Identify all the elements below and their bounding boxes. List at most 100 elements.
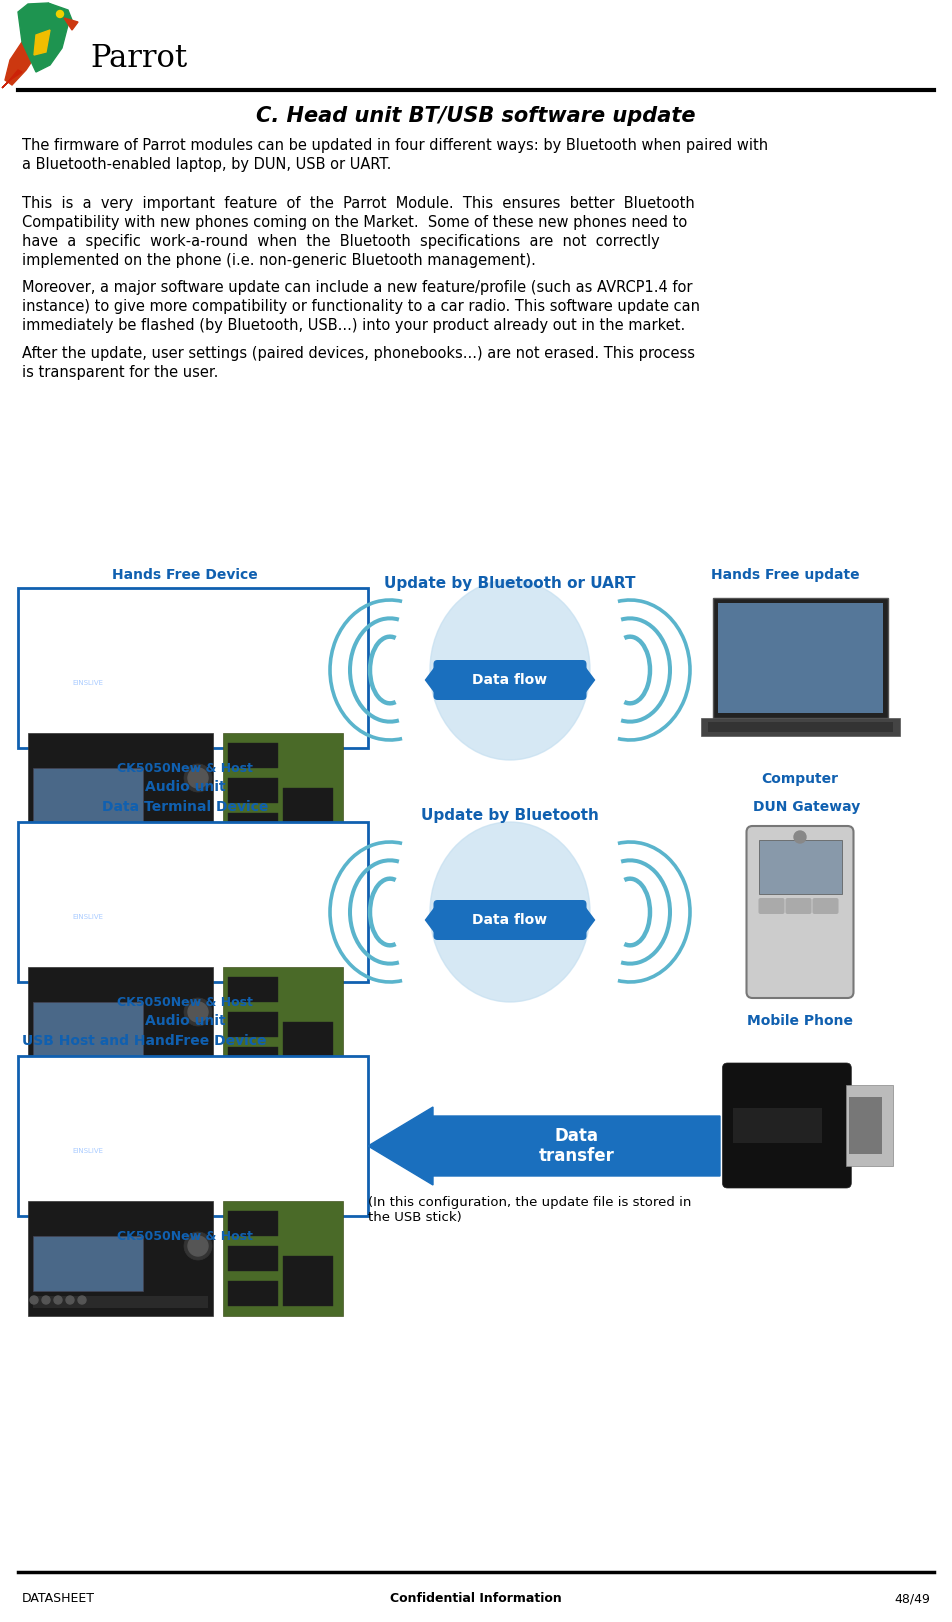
Text: Audio unit: Audio unit [145,780,226,795]
Text: Computer: Computer [762,772,839,787]
FancyBboxPatch shape [28,1200,213,1315]
Circle shape [42,1062,50,1071]
Text: Data Terminal Device: Data Terminal Device [102,800,268,814]
Polygon shape [426,903,438,936]
Circle shape [30,827,38,835]
FancyBboxPatch shape [33,1062,208,1074]
Text: Update by Bluetooth: Update by Bluetooth [421,808,599,822]
FancyBboxPatch shape [723,1062,851,1187]
Polygon shape [64,18,78,29]
FancyBboxPatch shape [283,788,333,839]
FancyBboxPatch shape [759,840,842,894]
Circle shape [78,1296,86,1304]
Ellipse shape [430,822,590,1002]
Circle shape [188,1002,208,1022]
Text: Confidential Information: Confidential Information [390,1593,562,1606]
Text: CK5050New & Host: CK5050New & Host [117,1229,253,1242]
Text: DATASHEET: DATASHEET [22,1593,95,1606]
Circle shape [184,998,212,1027]
FancyBboxPatch shape [18,589,368,748]
Text: is transparent for the user.: is transparent for the user. [22,365,218,380]
Text: Data
transfer: Data transfer [539,1127,614,1165]
Text: After the update, user settings (paired devices, phonebooks...) are not erased. : After the update, user settings (paired … [22,345,695,362]
Ellipse shape [430,581,590,761]
Text: CK5050New & Host: CK5050New & Host [117,996,253,1009]
Text: a Bluetooth-enabled laptop, by DUN, USB or UART.: a Bluetooth-enabled laptop, by DUN, USB … [22,157,391,172]
FancyBboxPatch shape [228,1046,278,1072]
Polygon shape [48,3,72,28]
Text: Compatibility with new phones coming on the Market.  Some of these new phones ne: Compatibility with new phones coming on … [22,216,687,230]
FancyBboxPatch shape [228,813,278,839]
FancyBboxPatch shape [712,599,887,719]
FancyBboxPatch shape [732,1108,822,1144]
Circle shape [188,767,208,788]
Text: Parrot: Parrot [90,44,188,75]
FancyBboxPatch shape [433,660,586,701]
FancyBboxPatch shape [283,1255,333,1306]
FancyBboxPatch shape [33,827,208,840]
FancyBboxPatch shape [18,822,368,981]
Text: Moreover, a major software update can include a new feature/profile (such as AVR: Moreover, a major software update can in… [22,281,692,295]
Polygon shape [5,42,36,84]
Circle shape [66,1062,74,1071]
Polygon shape [426,663,438,696]
FancyBboxPatch shape [228,743,278,767]
FancyBboxPatch shape [223,733,343,848]
Circle shape [30,1296,38,1304]
FancyBboxPatch shape [718,603,883,714]
FancyBboxPatch shape [223,1200,343,1315]
Polygon shape [18,3,68,71]
FancyBboxPatch shape [283,1022,333,1072]
Circle shape [30,1062,38,1071]
Circle shape [184,1233,212,1260]
FancyBboxPatch shape [33,1002,143,1058]
Text: This  is  a  very  important  feature  of  the  Parrot  Module.  This  ensures  : This is a very important feature of the … [22,196,695,211]
Circle shape [54,827,62,835]
FancyBboxPatch shape [228,1246,278,1272]
FancyArrow shape [368,1106,720,1186]
Circle shape [54,1296,62,1304]
Text: CK5050New & Host: CK5050New & Host [117,762,253,775]
FancyBboxPatch shape [785,899,811,915]
Circle shape [78,1062,86,1071]
Text: have  a  specific  work-a-round  when  the  Bluetooth  specifications  are  not : have a specific work-a-round when the Bl… [22,234,660,250]
Polygon shape [2,70,22,88]
FancyBboxPatch shape [28,733,213,848]
Polygon shape [34,29,50,55]
Text: Audio unit: Audio unit [145,1014,226,1028]
Text: immediately be flashed (by Bluetooth, USB...) into your product already out in t: immediately be flashed (by Bluetooth, US… [22,318,685,333]
Text: DUN Gateway: DUN Gateway [753,800,860,814]
FancyBboxPatch shape [759,899,784,915]
Text: 48/49: 48/49 [894,1593,930,1606]
FancyBboxPatch shape [849,1096,883,1155]
Text: The firmware of Parrot modules can be updated in four different ways: by Bluetoo: The firmware of Parrot modules can be up… [22,138,768,152]
FancyBboxPatch shape [228,1012,278,1036]
Text: Data flow: Data flow [472,673,547,688]
FancyBboxPatch shape [33,1296,208,1307]
Polygon shape [583,903,594,936]
Text: Mobile Phone: Mobile Phone [747,1014,853,1028]
FancyBboxPatch shape [433,900,586,941]
Circle shape [54,1062,62,1071]
Circle shape [66,827,74,835]
Text: EINSLIVE: EINSLIVE [72,915,104,920]
Text: Data flow: Data flow [472,913,547,928]
FancyBboxPatch shape [846,1085,893,1166]
FancyBboxPatch shape [707,722,893,732]
FancyBboxPatch shape [228,1212,278,1236]
Circle shape [42,827,50,835]
Circle shape [794,830,806,843]
Text: USB Host and HandFree Device: USB Host and HandFree Device [22,1033,267,1048]
Text: C. Head unit BT/USB software update: C. Head unit BT/USB software update [256,105,696,127]
FancyBboxPatch shape [701,719,900,736]
FancyBboxPatch shape [223,967,343,1082]
Circle shape [56,10,64,18]
Text: EINSLIVE: EINSLIVE [72,1148,104,1153]
Text: Hands Free update: Hands Free update [711,568,860,582]
FancyBboxPatch shape [33,767,143,822]
Circle shape [42,1296,50,1304]
FancyBboxPatch shape [228,976,278,1002]
FancyBboxPatch shape [28,967,213,1082]
Circle shape [78,827,86,835]
Text: EINSLIVE: EINSLIVE [72,680,104,686]
